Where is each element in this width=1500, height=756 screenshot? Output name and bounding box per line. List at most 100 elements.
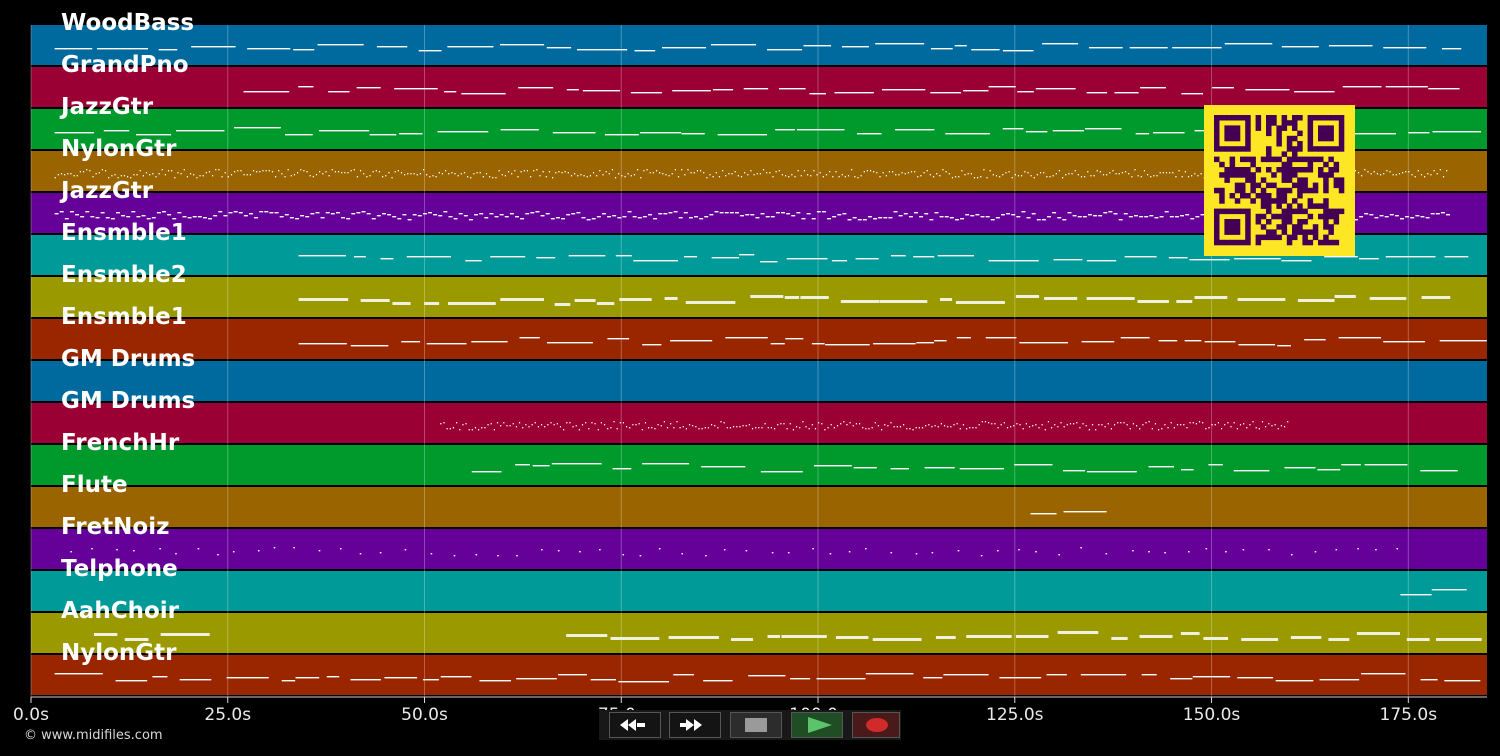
midi-note	[1110, 428, 1113, 430]
midi-note	[805, 426, 807, 428]
midi-note	[1096, 170, 1098, 172]
midi-note	[791, 174, 793, 176]
midi-note	[975, 214, 980, 216]
midi-note	[448, 173, 450, 175]
midi-note	[575, 425, 577, 427]
play-button[interactable]	[791, 712, 843, 738]
track-label: GM Drums	[61, 388, 196, 414]
midi-note	[1290, 636, 1322, 639]
midi-note	[319, 171, 321, 173]
midi-note	[470, 177, 472, 179]
midi-note	[827, 427, 829, 429]
midi-note	[622, 216, 627, 218]
midi-note	[54, 213, 59, 215]
midi-note	[433, 214, 438, 216]
midi-note	[843, 421, 845, 423]
midi-note	[630, 175, 632, 177]
midi-note	[819, 172, 821, 174]
time-tick-label: 175.0s	[1379, 705, 1438, 725]
midi-note	[1030, 175, 1032, 177]
midi-note	[786, 213, 791, 215]
midi-note	[265, 170, 267, 172]
rewind-button[interactable]	[609, 712, 661, 738]
midi-note	[1068, 173, 1070, 175]
midi-note	[392, 302, 411, 305]
midi-note	[711, 257, 740, 259]
midi-note	[1044, 297, 1078, 300]
midi-note	[108, 177, 110, 179]
midi-note	[1054, 424, 1056, 426]
midi-note	[1233, 470, 1270, 472]
midi-note	[1329, 45, 1373, 47]
midi-note	[1370, 173, 1372, 175]
fast-forward-button[interactable]	[669, 712, 721, 738]
midi-note	[511, 173, 513, 175]
midi-note	[520, 171, 522, 173]
midi-note	[1118, 219, 1123, 221]
midi-note	[1123, 422, 1125, 424]
midi-note	[694, 216, 699, 218]
midi-note	[264, 211, 269, 213]
midi-note	[973, 177, 976, 179]
midi-note	[1319, 679, 1360, 681]
midi-note	[463, 215, 468, 217]
midi-note	[872, 638, 922, 641]
midi-note	[723, 549, 726, 551]
midi-note	[988, 422, 990, 424]
midi-note	[748, 675, 786, 677]
midi-note	[954, 45, 967, 47]
midi-note	[397, 218, 402, 220]
midi-note	[1124, 171, 1127, 173]
midi-note	[1172, 47, 1222, 49]
midi-note	[566, 634, 608, 637]
midi-note	[550, 422, 552, 424]
midi-note	[755, 427, 757, 429]
midi-note	[98, 172, 100, 174]
midi-note	[795, 426, 798, 428]
midi-note	[500, 298, 545, 301]
midi-note	[574, 173, 576, 175]
midi-note	[783, 423, 785, 425]
midi-note	[309, 175, 311, 177]
stop-button[interactable]	[730, 712, 782, 738]
midi-note	[592, 172, 595, 174]
midi-note	[281, 173, 283, 175]
midi-note	[937, 255, 974, 257]
midi-note	[298, 298, 349, 301]
midi-note	[227, 176, 229, 178]
midi-note	[734, 212, 739, 214]
midi-note	[391, 177, 393, 179]
track-lane	[31, 319, 1487, 359]
midi-note	[743, 88, 769, 90]
midi-note	[187, 217, 192, 219]
midi-note	[640, 177, 642, 179]
midi-note	[1099, 171, 1101, 173]
midi-note	[131, 211, 136, 213]
midi-note	[356, 176, 359, 178]
midi-note	[404, 174, 406, 176]
midi-note	[259, 211, 264, 213]
midi-note	[943, 674, 989, 676]
midi-note	[739, 426, 741, 428]
track-label: NylonGtr	[61, 136, 177, 162]
record-button[interactable]	[852, 712, 900, 738]
midi-note	[322, 173, 324, 175]
midi-note	[1411, 174, 1413, 176]
midi-note	[298, 255, 346, 257]
midi-note	[890, 468, 909, 470]
midi-note	[481, 427, 483, 429]
midi-note	[230, 174, 233, 176]
midi-note	[73, 175, 75, 177]
midi-note	[629, 427, 631, 429]
midi-note	[1053, 259, 1083, 261]
midi-note	[440, 423, 442, 425]
record-icon	[866, 718, 888, 732]
midi-note	[971, 49, 1000, 51]
midi-note	[458, 213, 463, 215]
midi-note	[1011, 177, 1013, 179]
midi-note	[681, 553, 684, 555]
midi-note	[1134, 215, 1138, 217]
midi-note	[363, 173, 365, 175]
midi-note	[1132, 423, 1135, 425]
midi-note	[1297, 299, 1335, 302]
